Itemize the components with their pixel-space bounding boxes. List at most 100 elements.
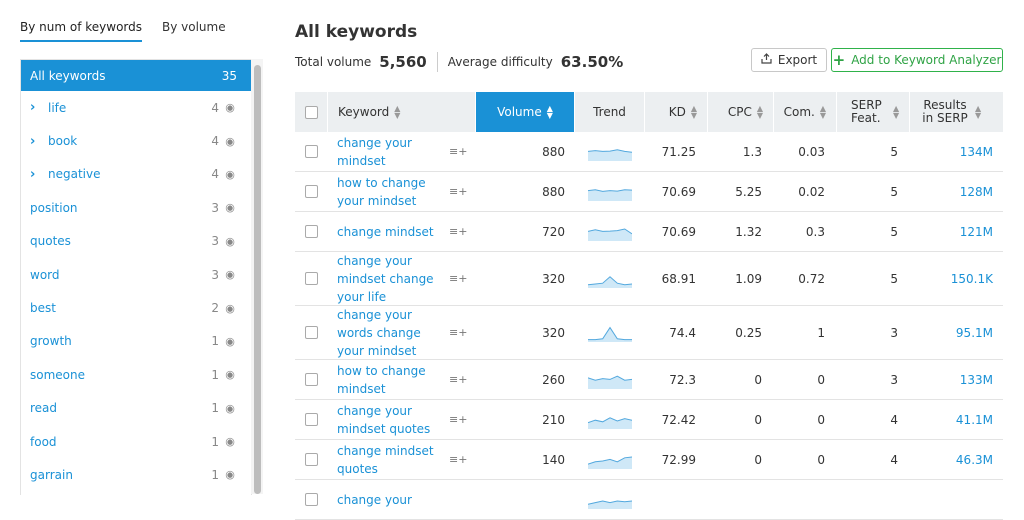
keyword-link[interactable]: change mindset quotes [337, 442, 449, 478]
tab-by-volume[interactable]: By volume [162, 20, 226, 34]
add-to-keyword-analyzer-button[interactable]: + Add to Keyword Analyzer [831, 48, 1003, 72]
row-select-cell [295, 493, 328, 506]
row-checkbox[interactable] [305, 453, 318, 466]
keyword-link[interactable]: how to change your mindset [337, 174, 449, 210]
col-serp-features[interactable]: SERP Feat. ▲ ▼ [837, 92, 910, 132]
row-checkbox[interactable] [305, 493, 318, 506]
sidebar-item-growth[interactable]: growth 1 ◉ [21, 325, 251, 358]
sidebar-scrollbar[interactable] [251, 59, 263, 494]
eye-icon[interactable]: ◉ [225, 234, 235, 248]
sidebar-item-word[interactable]: word 3 ◉ [21, 258, 251, 291]
sidebar-item-garrain[interactable]: garrain 1 ◉ [21, 458, 251, 491]
keyword-link[interactable]: change your mindset quotes [337, 402, 449, 438]
table-row: how to change your mindset ≡+ 880 70.69 5.25 0… [295, 172, 1003, 212]
sidebar-item-life[interactable]: › life 4 ◉ [21, 91, 251, 124]
sidebar-item-label: book [48, 134, 78, 149]
col-volume[interactable]: Volume ▲ ▼ [476, 92, 575, 132]
col-cpc[interactable]: CPC ▲ ▼ [708, 92, 774, 132]
eye-icon[interactable]: ◉ [225, 301, 235, 315]
eye-icon[interactable]: ◉ [225, 334, 235, 348]
results-cell[interactable]: 134M [959, 144, 993, 159]
keyword-link[interactable]: how to change mindset [337, 362, 449, 398]
cpc-cell: 5.25 [735, 184, 762, 199]
keyword-link[interactable]: change mindset [337, 223, 449, 241]
total-volume-label: Total volume [295, 55, 372, 69]
add-to-list-icon[interactable]: ≡+ [449, 373, 468, 386]
tab-by-num-keywords[interactable]: By num of keywords [20, 20, 142, 42]
add-to-list-icon[interactable]: ≡+ [449, 453, 468, 466]
sidebar-item-count: 1 [211, 467, 219, 482]
results-cell[interactable]: 133M [959, 372, 993, 387]
eye-icon[interactable]: ◉ [225, 134, 235, 148]
keyword-link[interactable]: change your [337, 491, 449, 509]
col-com[interactable]: Com. ▲ ▼ [774, 92, 837, 132]
scrollbar-thumb[interactable] [254, 65, 261, 494]
sidebar-item-food[interactable]: food 1 ◉ [21, 425, 251, 458]
col-results-label: Results in SERP [922, 98, 968, 125]
sidebar-item-label: position [30, 200, 78, 215]
eye-icon[interactable]: ◉ [225, 268, 235, 282]
sidebar-item-count: 1 [211, 334, 219, 349]
results-cell[interactable]: 95.1M [955, 325, 993, 340]
table-row: change your mindset change your life ≡+ 320 6… [295, 252, 1003, 306]
eye-icon[interactable]: ◉ [225, 401, 235, 415]
keyword-groups-list: All keywords 35 › life 4 ◉ › book 4 ◉ › negative 4 ◉ p… [20, 59, 252, 495]
add-to-list-icon[interactable]: ≡+ [449, 326, 468, 339]
row-checkbox[interactable] [305, 326, 318, 339]
chevron-right-icon[interactable]: › [30, 100, 36, 116]
serp-features-cell: 5 [890, 144, 898, 159]
sidebar-item-quotes[interactable]: quotes 3 ◉ [21, 225, 251, 258]
eye-icon[interactable]: ◉ [225, 435, 235, 449]
results-cell[interactable]: 46.3M [955, 452, 993, 467]
eye-icon[interactable]: ◉ [225, 368, 235, 382]
sidebar-item-best[interactable]: best 2 ◉ [21, 291, 251, 324]
add-to-list-icon[interactable]: ≡+ [449, 413, 468, 426]
row-checkbox[interactable] [305, 373, 318, 386]
sort-icon: ▲ ▼ [975, 104, 982, 120]
serp-features-cell: 5 [890, 271, 898, 286]
results-cell[interactable]: 128M [959, 184, 993, 199]
eye-icon[interactable]: ◉ [225, 167, 235, 181]
sidebar-item-position[interactable]: position 3 ◉ [21, 191, 251, 224]
export-label: Export [777, 53, 818, 67]
add-to-list-icon[interactable]: ≡+ [449, 272, 468, 285]
volume-cell: 320 [542, 271, 565, 286]
row-checkbox[interactable] [305, 272, 318, 285]
sidebar-item-all-keywords[interactable]: All keywords 35 [21, 60, 251, 91]
keyword-link[interactable]: change your mindset [337, 134, 449, 170]
sidebar-item-count: 3 [211, 267, 219, 282]
results-cell[interactable]: 150.1K [950, 271, 993, 286]
trend-cell [575, 183, 645, 201]
row-checkbox[interactable] [305, 413, 318, 426]
export-button[interactable]: Export [751, 48, 827, 72]
eye-icon[interactable]: ◉ [225, 101, 235, 115]
volume-cell: 720 [542, 224, 565, 239]
trend-cell [575, 324, 645, 342]
col-keyword[interactable]: Keyword ▲ ▼ [328, 92, 476, 132]
add-to-list-icon[interactable]: ≡+ [449, 185, 468, 198]
add-to-list-icon[interactable]: ≡+ [449, 225, 468, 238]
col-kd[interactable]: KD ▲ ▼ [645, 92, 708, 132]
eye-icon[interactable]: ◉ [225, 201, 235, 215]
results-cell[interactable]: 41.1M [955, 412, 993, 427]
chevron-right-icon[interactable]: › [30, 166, 36, 182]
keyword-table-body: change your mindset ≡+ 880 71.25 1.3 0.03 5 134M… [295, 132, 1003, 520]
row-checkbox[interactable] [305, 225, 318, 238]
row-checkbox[interactable] [305, 145, 318, 158]
sidebar-item-label: life [48, 100, 67, 115]
results-cell[interactable]: 121M [959, 224, 993, 239]
eye-icon[interactable]: ◉ [225, 468, 235, 482]
sidebar-item-read[interactable]: read 1 ◉ [21, 392, 251, 425]
col-results[interactable]: Results in SERP ▲ ▼ [910, 92, 1003, 132]
select-all-checkbox[interactable] [304, 105, 318, 119]
add-to-list-icon[interactable]: ≡+ [449, 145, 468, 158]
sidebar-item-count: 3 [211, 200, 219, 215]
row-checkbox[interactable] [305, 185, 318, 198]
keyword-link[interactable]: change your mindset change your life [337, 252, 449, 306]
sidebar-item-someone[interactable]: someone 1 ◉ [21, 358, 251, 391]
sidebar-item-book[interactable]: › book 4 ◉ [21, 124, 251, 157]
sidebar-item-negative[interactable]: › negative 4 ◉ [21, 158, 251, 191]
keyword-link[interactable]: change your words change your mindset [337, 306, 449, 360]
keyword-cell: change your words change your mindset ≡+ [328, 306, 476, 360]
chevron-right-icon[interactable]: › [30, 133, 36, 149]
